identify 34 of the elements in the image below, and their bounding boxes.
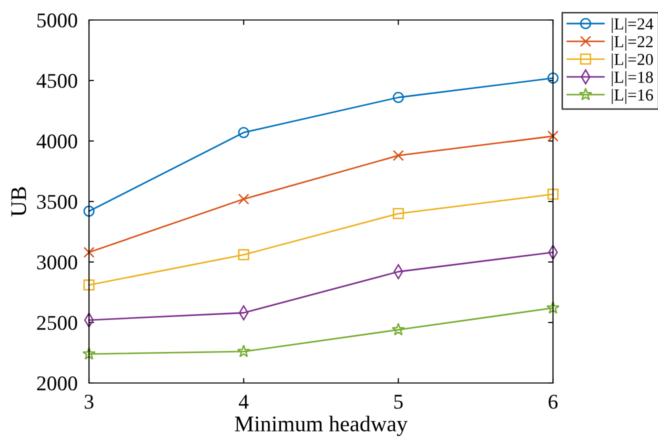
point <box>392 150 404 162</box>
y-tick-label: 4000 <box>36 134 78 148</box>
y-tick-label: 4500 <box>36 74 78 88</box>
point <box>82 347 96 360</box>
legend-label: |L|=16 <box>612 88 654 104</box>
point <box>83 206 95 217</box>
point <box>83 246 95 258</box>
point <box>547 188 559 200</box>
point <box>237 344 250 358</box>
point <box>392 322 405 336</box>
y-axis-title: UB <box>11 187 26 216</box>
point <box>546 301 560 314</box>
x-tick-label: 4 <box>238 394 249 409</box>
x-axis-title: Minimum headway <box>234 416 408 436</box>
point <box>547 130 559 142</box>
point <box>547 72 559 84</box>
point <box>238 126 250 138</box>
point <box>392 208 404 220</box>
y-tick-label: 2000 <box>37 376 78 390</box>
y-tick-label: 3000 <box>37 255 78 270</box>
legend-label: |L|=22 <box>612 36 653 51</box>
point <box>392 92 404 103</box>
y-tick-label: 3500 <box>37 194 78 209</box>
y-tick-label: 5000 <box>37 13 78 28</box>
legend-label: |L|=18 <box>612 71 653 86</box>
x-tick-label: 6 <box>548 394 558 409</box>
point <box>238 194 250 205</box>
x-tick-label: 3 <box>84 394 94 409</box>
legend-label: |L|=24 <box>612 18 654 34</box>
legend-label: |L|=20 <box>612 53 653 69</box>
y-tick-label: 2500 <box>37 316 78 330</box>
point <box>83 279 95 291</box>
point <box>238 249 250 260</box>
x-tick-label: 5 <box>394 394 403 409</box>
